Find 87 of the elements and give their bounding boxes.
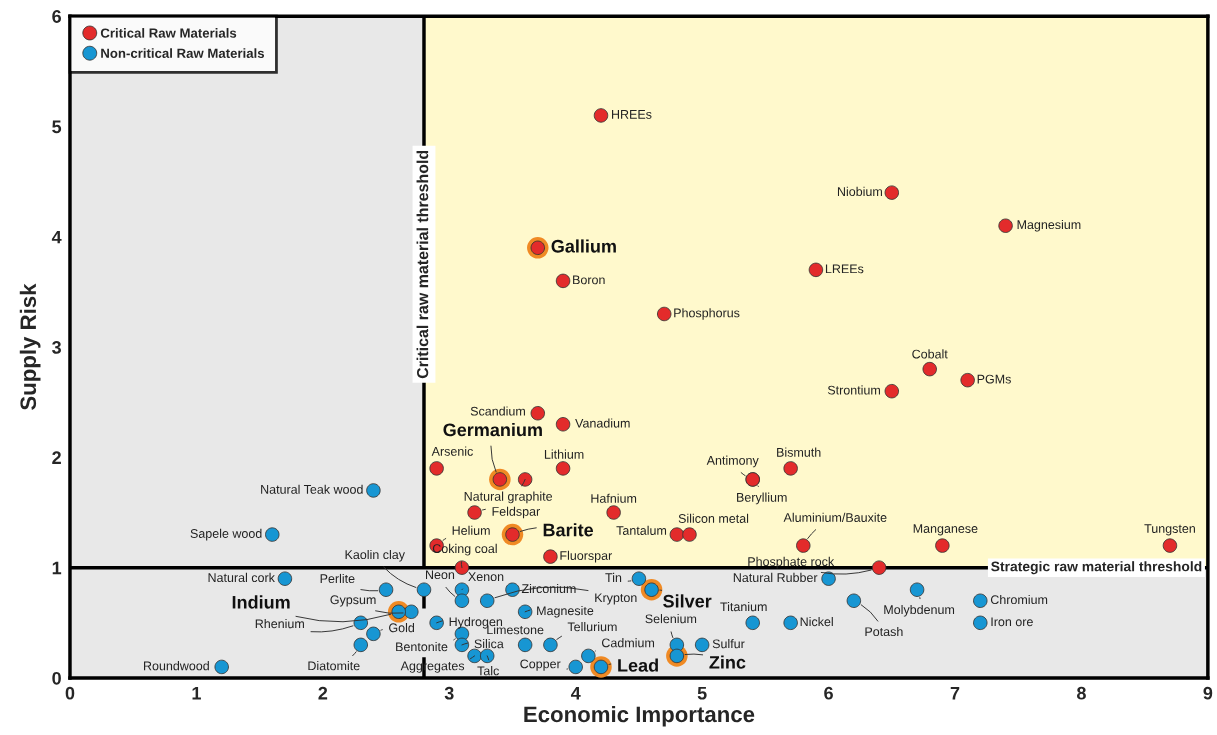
annotation: Nickel	[800, 616, 833, 627]
annotation: Fluorspar	[560, 550, 613, 563]
annotation: Manganese	[913, 524, 978, 536]
x-tick-label: 2	[318, 686, 328, 700]
annotation: Cadmium	[601, 638, 655, 648]
annotation: Helium	[452, 525, 490, 535]
y-tick-label: 2	[52, 451, 61, 464]
y-tick-label: 0	[52, 671, 61, 685]
annotation: Gallium	[551, 239, 616, 253]
annotation: Lead	[618, 658, 658, 672]
annotation: Chromium	[990, 594, 1048, 605]
annotation: Neon	[426, 570, 455, 580]
annotation: LREEs	[825, 264, 864, 274]
y-axis-title: Supply Risk	[19, 283, 41, 411]
annotation: Roundwood	[144, 661, 209, 671]
annotation: Phosphate rock	[748, 556, 835, 569]
x-tick-label: 3	[444, 686, 454, 700]
annotation: Hafnium	[591, 493, 637, 503]
annotation: Gypsum	[330, 595, 376, 607]
annotation: Sapele wood	[190, 528, 262, 541]
y-tick-label: 4	[51, 230, 62, 244]
x-axis-title: Economic Importance	[524, 705, 755, 727]
x-tick-label: 4	[570, 686, 581, 700]
annotation: Zinc	[709, 655, 746, 669]
annotation: Tantalum	[616, 525, 667, 535]
annotation: Kaolin clay	[345, 549, 405, 562]
ref-line-label: Strategic raw material threshold	[991, 561, 1202, 575]
x-tick-label: 5	[697, 686, 707, 700]
annotation: Aluminium/Bauxite	[783, 512, 887, 522]
y-tick-label: 5	[52, 120, 62, 134]
x-tick-label: 8	[1076, 686, 1086, 700]
annotation: Barite	[543, 523, 594, 537]
annotation: Strontium	[827, 385, 880, 395]
annotation: Vanadium	[575, 418, 630, 428]
annotation: Bismuth	[777, 447, 821, 457]
annotation: Natural Teak wood	[261, 484, 363, 494]
ref-line-label: Critical raw material threshold	[416, 150, 429, 379]
annotation: Natural cork	[208, 572, 275, 583]
y-tick-label: 1	[52, 561, 62, 575]
y-tick-label: 3	[52, 341, 61, 354]
annotation: Feldspar	[492, 506, 540, 519]
annotation: Gold	[389, 623, 415, 633]
annotation: Tungsten	[1144, 524, 1195, 536]
annotation: Magnesite	[537, 605, 594, 618]
annotation: PGMs	[977, 374, 1011, 384]
annotation: Silver	[663, 594, 712, 608]
annotation: Niobium	[837, 186, 882, 196]
x-tick-label: 9	[1203, 686, 1213, 700]
annotation: Magnesium	[1017, 219, 1081, 232]
annotation: Lithium	[544, 449, 584, 459]
annotation: Phosphorus	[674, 308, 740, 320]
annotation: Perlite	[320, 573, 355, 584]
annotation: Silica	[474, 639, 504, 649]
annotation: HREEs	[612, 110, 652, 119]
x-tick-label: 7	[950, 686, 960, 700]
annotation: Boron	[573, 275, 605, 285]
annotation: Tin	[605, 572, 622, 582]
annotation: Beryllium	[737, 492, 787, 505]
annotation: Diatomite	[308, 661, 360, 671]
annotation: Arsenic	[431, 446, 473, 456]
annotation: Germanium	[443, 423, 542, 437]
annotation: Selenium	[645, 614, 697, 624]
annotation: Xenon	[468, 572, 504, 582]
annotation: Indium	[232, 595, 290, 609]
annotation: Molybdenum	[884, 604, 955, 617]
legend-label: Critical Raw Materials	[100, 28, 237, 38]
annotation: Iron ore	[991, 617, 1033, 627]
x-tick-label: 1	[192, 686, 201, 700]
annotation: Talc	[477, 666, 499, 676]
annotation: Tellurium	[567, 622, 617, 632]
annotation: Silicon metal	[678, 513, 749, 523]
annotation: Copper	[520, 659, 561, 671]
annotation: Bentonite	[396, 642, 448, 652]
annotation: Sulfur	[712, 639, 745, 649]
annotation: Krypton	[595, 593, 637, 605]
annotation: Scandium	[470, 406, 525, 416]
annotation: Cobalt	[912, 349, 948, 359]
annotation: Natural Rubber	[733, 572, 818, 583]
legend-label: Non-critical Raw Materials	[101, 48, 265, 58]
annotation: Potash	[865, 626, 903, 637]
x-tick-label: 0	[65, 686, 75, 700]
y-tick-label: 6	[52, 10, 61, 23]
annotation: Rhenium	[255, 618, 304, 629]
annotation: Titanium	[720, 601, 767, 612]
annotation: Antimony	[706, 455, 759, 468]
x-tick-label: 6	[824, 686, 833, 700]
annotation: Natural graphite	[464, 491, 553, 504]
